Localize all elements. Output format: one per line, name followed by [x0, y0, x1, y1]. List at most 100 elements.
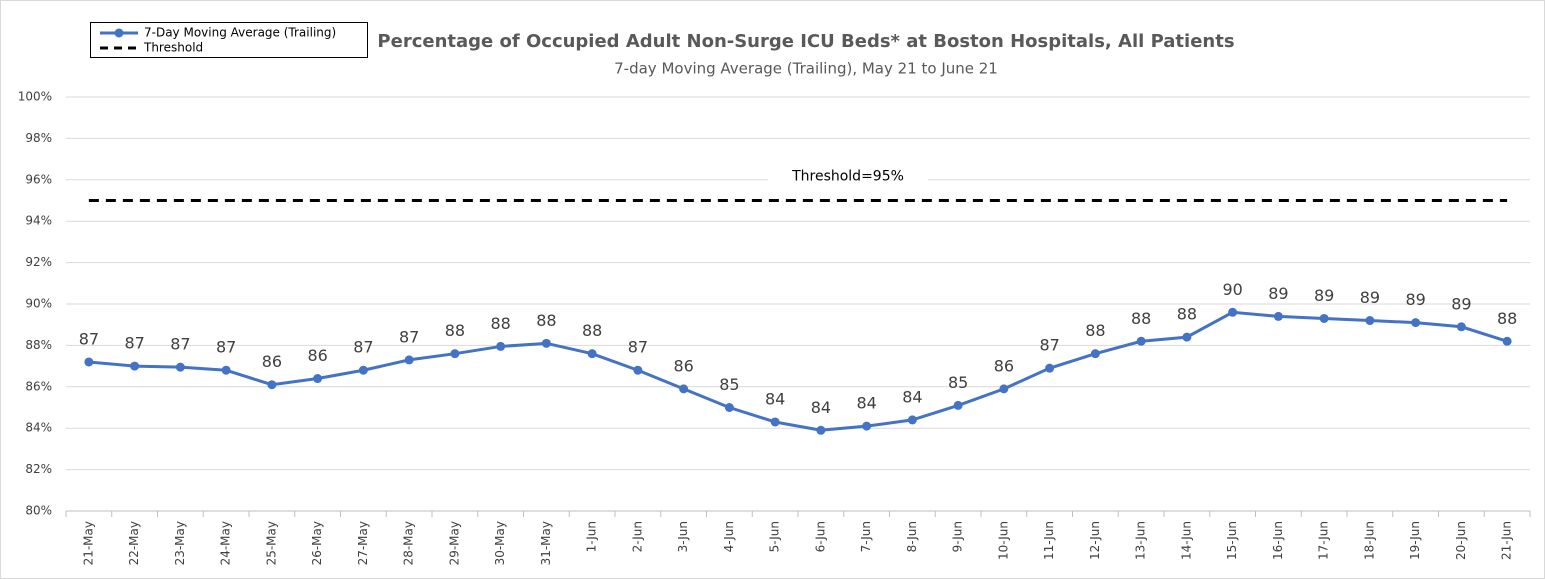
data-label: 87 [170, 335, 190, 354]
point [130, 361, 140, 371]
data-label: 87 [399, 327, 419, 346]
x-tick-label: 28-May [402, 521, 416, 565]
point [1045, 363, 1055, 373]
x-tick-label: 29-May [447, 521, 461, 565]
x-tick-label: 23-May [173, 521, 187, 565]
point [404, 355, 414, 365]
x-tick-label: 14-Jun [1179, 521, 1193, 560]
point [1365, 316, 1375, 326]
data-label: 89 [1268, 284, 1288, 303]
x-tick-label: 21-May [81, 521, 95, 565]
x-tick-label: 3-Jun [676, 521, 690, 552]
data-label: 86 [673, 356, 693, 375]
y-tick-label: 94% [25, 214, 52, 228]
x-tick-label: 26-May [310, 521, 324, 565]
point [221, 365, 231, 375]
point [1456, 322, 1466, 332]
point [770, 417, 780, 427]
data-label: 88 [536, 311, 556, 330]
data-label: 87 [628, 338, 648, 357]
data-label: 89 [1360, 288, 1380, 307]
data-label: 86 [307, 346, 327, 365]
data-label: 87 [216, 338, 236, 357]
data-label: 86 [994, 356, 1014, 375]
y-tick-label: 100% [18, 90, 52, 104]
y-tick-label: 92% [25, 255, 52, 269]
point [953, 400, 963, 410]
data-label: 89 [1451, 294, 1471, 313]
y-tick-label: 98% [25, 131, 52, 145]
point [1319, 313, 1329, 323]
threshold-label: Threshold=95% [791, 169, 904, 185]
data-label: 88 [490, 314, 510, 333]
x-tick-label: 1-Jun [585, 521, 599, 552]
x-tick-label: 27-May [356, 521, 370, 565]
point [1502, 336, 1512, 346]
point [84, 357, 94, 367]
chart-title: Percentage of Occupied Adult Non-Surge I… [377, 31, 1234, 52]
data-label: 88 [1177, 305, 1197, 324]
point [1411, 318, 1421, 328]
data-label: 89 [1314, 286, 1334, 305]
data-label: 89 [1405, 290, 1425, 309]
data-label: 84 [811, 398, 831, 417]
point [1228, 307, 1238, 317]
x-tick-label: 16-Jun [1271, 521, 1285, 560]
x-tick-label: 5-Jun [768, 521, 782, 552]
legend-marker [114, 28, 124, 38]
x-tick-label: 30-May [493, 521, 507, 565]
data-label: 87 [353, 338, 373, 357]
point [496, 341, 506, 351]
point [1136, 336, 1146, 346]
point [313, 374, 323, 384]
x-tick-label: 7-Jun [859, 521, 873, 552]
x-tick-label: 10-Jun [996, 521, 1010, 560]
y-tick-label: 84% [25, 421, 52, 435]
series-line [88, 310, 1508, 432]
y-tick-label: 86% [25, 379, 52, 393]
threshold-label-bg [768, 164, 928, 187]
y-tick-label: 90% [25, 297, 52, 311]
x-tick-label: 18-Jun [1362, 521, 1376, 560]
y-tick-label: 80% [25, 504, 52, 518]
x-tick-label: 31-May [539, 521, 553, 565]
data-label: 88 [1497, 309, 1517, 328]
data-label: 88 [582, 321, 602, 340]
x-tick-label: 13-Jun [1134, 521, 1148, 560]
data-label: 86 [262, 352, 282, 371]
x-tick-label: 8-Jun [905, 521, 919, 552]
data-label: 84 [856, 394, 876, 413]
data-label: 88 [1085, 321, 1105, 340]
point [587, 349, 597, 359]
data-label: 87 [1039, 336, 1059, 355]
x-tick-label: 25-May [264, 521, 278, 565]
y-tick-label: 88% [25, 338, 52, 352]
data-label: 84 [902, 387, 922, 406]
x-tick-label: 21-Jun [1500, 521, 1514, 560]
point [358, 365, 368, 375]
point [816, 425, 826, 435]
x-tick-label: 20-Jun [1454, 521, 1468, 560]
x-tick-label: 22-May [127, 521, 141, 565]
point [999, 384, 1009, 394]
point [1273, 311, 1283, 321]
chart-subtitle: 7-day Moving Average (Trailing), May 21 … [614, 60, 998, 78]
y-tick-label: 96% [25, 172, 52, 186]
x-tick-label: 9-Jun [951, 521, 965, 552]
point [633, 365, 643, 375]
x-tick-label: 4-Jun [722, 521, 736, 552]
data-label: 88 [445, 321, 465, 340]
data-label: 88 [1131, 309, 1151, 328]
x-tick-label: 15-Jun [1225, 521, 1239, 560]
data-label: 85 [948, 373, 968, 392]
x-tick-label: 19-Jun [1408, 521, 1422, 560]
point [541, 338, 551, 348]
data-label: 87 [79, 329, 99, 348]
point [1182, 332, 1192, 342]
data-label: 87 [124, 334, 144, 353]
point [1090, 349, 1100, 359]
data-label: 84 [765, 389, 785, 408]
x-tick-label: 24-May [219, 521, 233, 565]
